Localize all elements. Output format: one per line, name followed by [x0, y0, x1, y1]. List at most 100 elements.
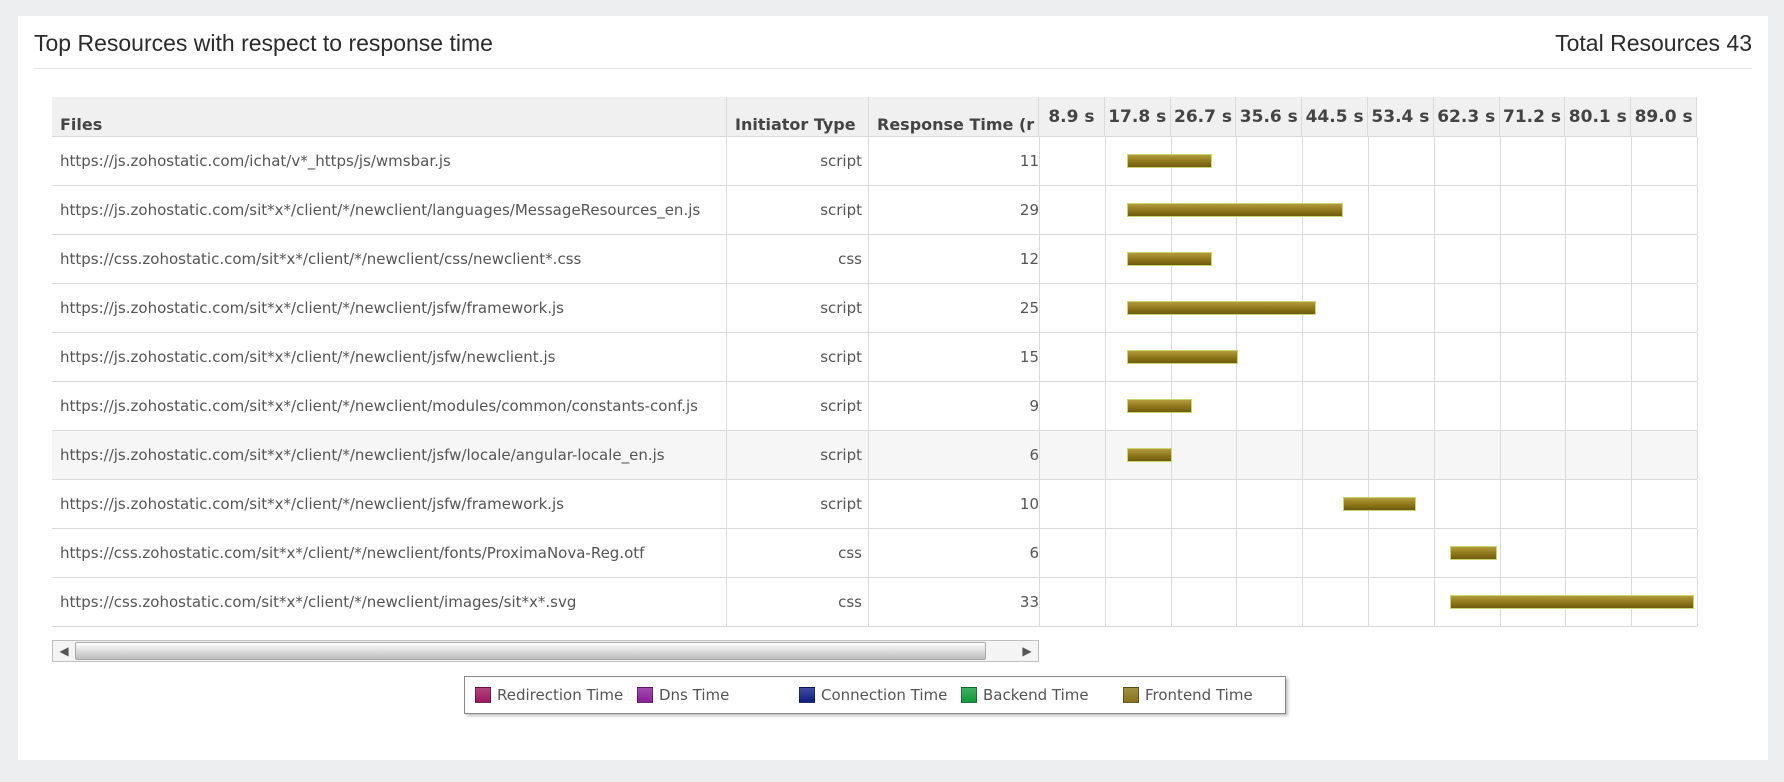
table-row[interactable]: https://css.zohostatic.com/sit*x*/client… [52, 529, 1698, 578]
legend-swatch-icon [637, 687, 653, 703]
file-url: https://js.zohostatic.com/sit*x*/client/… [52, 431, 727, 479]
timeline-cell [1039, 431, 1698, 479]
table-row[interactable]: https://css.zohostatic.com/sit*x*/client… [52, 578, 1698, 627]
response-time: 15 [1019, 348, 1039, 366]
file-url: https://js.zohostatic.com/ichat/v*_https… [52, 137, 727, 185]
timeline-gridline [1302, 382, 1304, 430]
file-url: https://css.zohostatic.com/sit*x*/client… [52, 529, 727, 577]
timeline-tick-label: 35.6 s [1236, 97, 1303, 136]
timeline-gridline [1104, 480, 1106, 528]
timeline-gridline [1302, 480, 1304, 528]
legend-item[interactable]: Frontend Time [1123, 686, 1253, 706]
frontend-time-bar[interactable] [1126, 399, 1192, 413]
timeline-gridline [1236, 480, 1238, 528]
initiator-type: script [727, 284, 869, 332]
frontend-time-bar[interactable] [1449, 595, 1694, 609]
timeline-cell [1039, 480, 1698, 528]
timeline-gridline [1368, 382, 1369, 430]
response-time: 33 [1019, 593, 1039, 611]
timeline-gridline [1631, 137, 1633, 185]
timeline-gridline [1433, 382, 1435, 430]
column-header-files[interactable]: Files [52, 97, 727, 136]
timeline-gridline [1368, 529, 1369, 577]
scroll-thumb[interactable] [75, 642, 986, 660]
legend-item[interactable]: Dns Time [637, 686, 729, 706]
timeline-cell [1039, 333, 1698, 381]
timeline-cell [1039, 578, 1698, 626]
response-time: 10 [1019, 495, 1039, 513]
table-row[interactable]: https://js.zohostatic.com/sit*x*/client/… [52, 333, 1698, 382]
timeline-gridline [1697, 137, 1698, 185]
timeline-cell [1039, 137, 1698, 185]
timeline-gridline [1565, 431, 1567, 479]
timeline-gridline [1499, 382, 1501, 430]
timeline-gridline [1631, 480, 1633, 528]
file-url: https://css.zohostatic.com/sit*x*/client… [52, 235, 727, 283]
scroll-left-arrow-icon[interactable]: ◀ [59, 644, 69, 658]
response-time: 29 [1019, 201, 1039, 219]
timeline-gridline [1433, 480, 1435, 528]
frontend-time-bar[interactable] [1126, 154, 1212, 168]
frontend-time-bar[interactable] [1126, 203, 1344, 217]
timeline-gridline [1697, 431, 1698, 479]
timeline-cell [1039, 186, 1698, 234]
timeline-gridline [1565, 529, 1567, 577]
timeline-gridline [1433, 235, 1435, 283]
timeline-gridline [1236, 235, 1238, 283]
timeline-gridline [1631, 186, 1633, 234]
timeline-gridline [1631, 284, 1633, 332]
timeline-gridline [1236, 431, 1238, 479]
timeline-gridline [1697, 235, 1698, 283]
frontend-time-bar[interactable] [1126, 448, 1172, 462]
frontend-time-bar[interactable] [1343, 497, 1417, 511]
table-row[interactable]: https://js.zohostatic.com/sit*x*/client/… [52, 186, 1698, 235]
timeline-gridline [1368, 235, 1369, 283]
frontend-time-bar[interactable] [1126, 301, 1316, 315]
timeline-gridline [1499, 137, 1501, 185]
legend-label: Dns Time [659, 686, 730, 704]
timeline-gridline [1433, 333, 1435, 381]
table-row[interactable]: https://js.zohostatic.com/sit*x*/client/… [52, 284, 1698, 333]
total-resources: Total Resources 43 [1555, 30, 1752, 56]
table-row[interactable]: https://js.zohostatic.com/ichat/v*_https… [52, 137, 1698, 186]
legend-swatch-icon [1123, 687, 1139, 703]
timeline-gridline [1368, 578, 1369, 626]
legend-label: Backend Time [983, 686, 1089, 704]
column-header-initiator-type[interactable]: Initiator Type [727, 97, 869, 136]
legend-label: Connection Time [821, 686, 948, 704]
table-row[interactable]: https://js.zohostatic.com/sit*x*/client/… [52, 431, 1698, 480]
legend-item[interactable]: Backend Time [961, 686, 1089, 706]
scroll-right-arrow-icon[interactable]: ▶ [1022, 644, 1032, 658]
frontend-time-bar[interactable] [1449, 546, 1497, 560]
timeline-gridline [1697, 529, 1698, 577]
timeline-gridline [1104, 235, 1106, 283]
table-row[interactable]: https://css.zohostatic.com/sit*x*/client… [52, 235, 1698, 284]
column-header-response-time[interactable]: Response Time (r [869, 97, 1039, 136]
response-time: 11 [1019, 152, 1039, 170]
timeline-gridline [1697, 382, 1698, 430]
timeline-gridline [1302, 333, 1304, 381]
timeline-gridline [1565, 137, 1567, 185]
frontend-time-bar[interactable] [1126, 252, 1212, 266]
file-url: https://js.zohostatic.com/sit*x*/client/… [52, 382, 727, 430]
table-row[interactable]: https://js.zohostatic.com/sit*x*/client/… [52, 382, 1698, 431]
legend-item[interactable]: Connection Time [799, 686, 947, 706]
timeline-gridline [1565, 284, 1567, 332]
timeline-tick-label: 17.8 s [1105, 97, 1171, 136]
timeline-gridline [1170, 480, 1172, 528]
timeline-gridline [1499, 235, 1501, 283]
legend-item[interactable]: Redirection Time [475, 686, 623, 706]
timeline-gridline [1368, 284, 1369, 332]
frontend-time-bar[interactable] [1126, 350, 1239, 364]
timeline-gridline [1302, 431, 1304, 479]
timeline-gridline [1697, 578, 1698, 626]
legend-swatch-icon [799, 687, 815, 703]
timeline-gridline [1236, 529, 1238, 577]
table-row[interactable]: https://js.zohostatic.com/sit*x*/client/… [52, 480, 1698, 529]
horizontal-scrollbar[interactable]: ◀ ▶ [52, 640, 1039, 662]
timeline-tick-label: 71.2 s [1500, 97, 1566, 136]
timeline-gridline [1104, 186, 1106, 234]
response-time: 6 [1029, 446, 1039, 464]
timeline-gridline [1565, 186, 1567, 234]
timeline-gridline [1433, 284, 1435, 332]
